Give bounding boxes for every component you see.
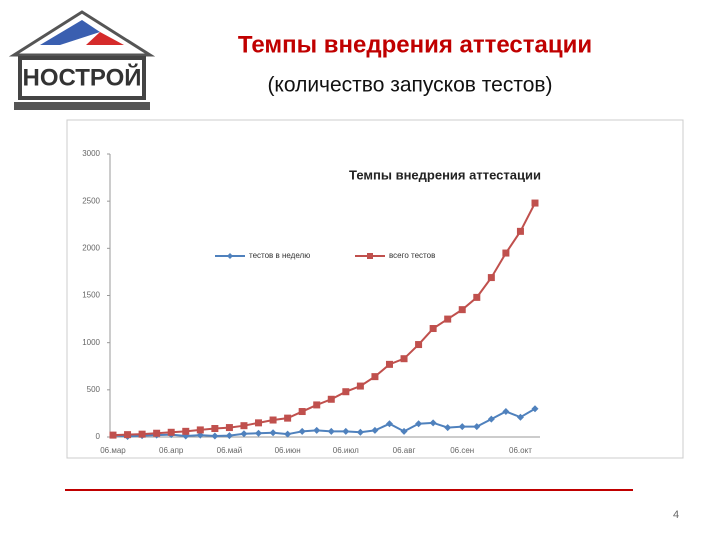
- chart-frame: [66, 119, 684, 459]
- marker: [531, 405, 539, 413]
- chart: Темпы внедрения аттестации 0 500 1000 1500 2…: [82, 149, 541, 455]
- x-tick-label: 06.июл: [333, 446, 359, 455]
- marker: [356, 382, 364, 390]
- legend-marker: [227, 253, 233, 259]
- marker: [255, 429, 263, 437]
- marker: [298, 427, 306, 435]
- marker: [211, 425, 219, 433]
- marker: [196, 426, 204, 434]
- marker: [211, 432, 219, 440]
- marker: [109, 431, 117, 439]
- legend-label: всего тестов: [389, 251, 435, 260]
- page-number: 4: [673, 509, 679, 521]
- marker: [458, 306, 466, 314]
- marker: [225, 432, 233, 440]
- marker: [473, 293, 481, 301]
- legend-marker: [367, 253, 373, 259]
- marker: [240, 430, 248, 438]
- marker: [327, 427, 335, 435]
- x-tick-label: 06.мар: [100, 446, 126, 455]
- x-tick-label: 06.июн: [275, 446, 301, 455]
- x-tick-label: 06.окт: [509, 446, 532, 455]
- marker: [313, 401, 321, 409]
- marker: [487, 274, 495, 282]
- y-tick-label: 1000: [82, 338, 100, 347]
- marker: [225, 424, 233, 432]
- logo: НОСТРОЙ: [8, 10, 156, 110]
- x-tick-label: 06.авг: [393, 446, 416, 455]
- marker: [487, 415, 495, 423]
- x-tick-label: 06.апр: [159, 446, 184, 455]
- legend-label: тестов в неделю: [249, 251, 310, 260]
- slide-subtitle: (количество запусков тестов): [267, 74, 552, 97]
- marker: [313, 426, 321, 434]
- marker: [516, 413, 524, 421]
- marker: [153, 429, 161, 437]
- y-tick-label: 1500: [82, 291, 100, 300]
- marker: [284, 414, 292, 422]
- marker: [415, 341, 423, 349]
- y-tick-label: 0: [96, 432, 101, 441]
- x-tick-label: 06.сен: [450, 446, 474, 455]
- marker: [531, 199, 539, 207]
- x-tick-label: 06.май: [217, 446, 243, 455]
- marker: [138, 430, 146, 438]
- marker: [458, 423, 466, 431]
- marker: [429, 419, 437, 427]
- marker: [356, 428, 364, 436]
- marker: [415, 420, 423, 428]
- y-tick-label: 500: [87, 385, 101, 394]
- marker: [400, 355, 408, 363]
- y-tick-label: 2500: [82, 196, 100, 205]
- chart-title: Темпы внедрения аттестации: [349, 167, 541, 182]
- marker: [327, 395, 335, 403]
- marker: [371, 426, 379, 434]
- y-tick-label: 2000: [82, 243, 100, 252]
- marker: [342, 388, 350, 396]
- slide-title: Темпы внедрения аттестации: [238, 31, 592, 58]
- marker: [444, 424, 452, 432]
- marker: [385, 420, 393, 428]
- marker: [502, 249, 510, 257]
- marker: [400, 427, 408, 435]
- marker: [269, 429, 277, 437]
- marker: [371, 373, 379, 381]
- marker: [342, 427, 350, 435]
- marker: [255, 419, 263, 427]
- marker: [182, 427, 190, 435]
- marker: [502, 408, 510, 416]
- logo-text: НОСТРОЙ: [22, 63, 141, 91]
- marker: [385, 360, 393, 368]
- marker: [269, 416, 277, 424]
- marker: [516, 227, 524, 235]
- marker: [473, 423, 481, 431]
- marker: [240, 422, 248, 430]
- marker: [284, 430, 292, 438]
- marker: [124, 431, 132, 439]
- marker: [298, 408, 306, 416]
- marker: [444, 315, 452, 323]
- y-tick-label: 3000: [82, 149, 100, 158]
- marker: [167, 428, 175, 436]
- marker: [429, 325, 437, 333]
